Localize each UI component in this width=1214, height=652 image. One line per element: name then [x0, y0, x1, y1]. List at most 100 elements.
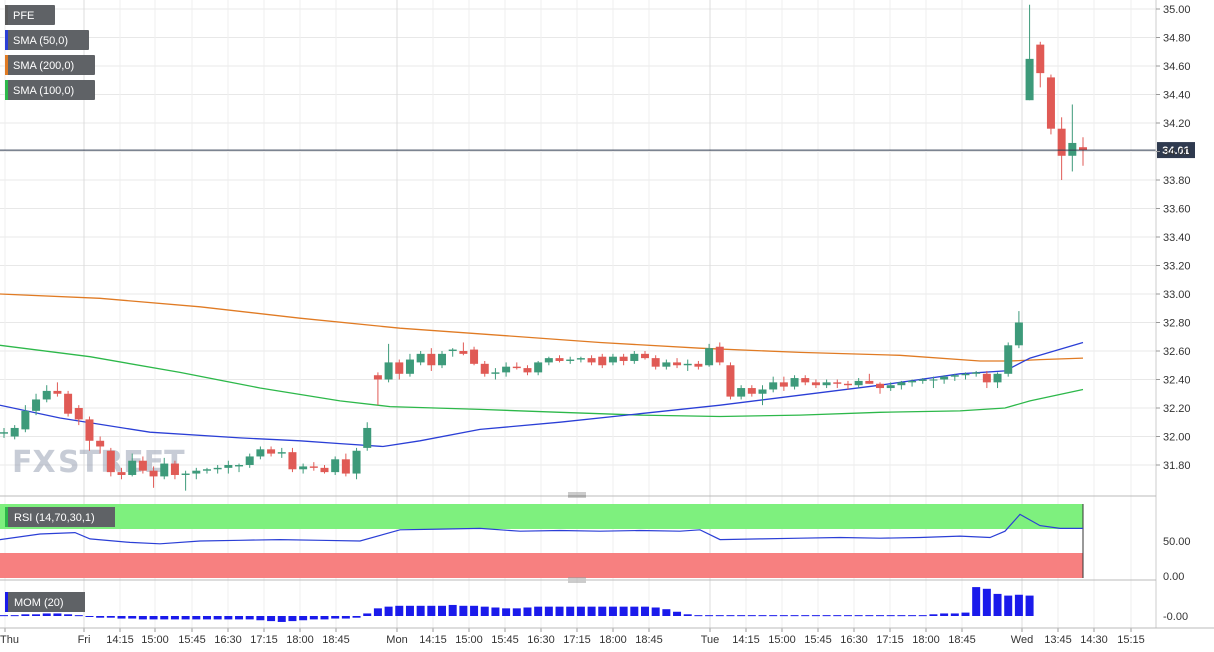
candle-body [117, 472, 126, 475]
candle [961, 372, 970, 380]
legend-badge [5, 55, 95, 75]
candle-body [202, 469, 211, 471]
candle [320, 465, 329, 474]
y-tick-label: 34.40 [1163, 90, 1191, 102]
y-tick-label: 33.80 [1163, 175, 1191, 187]
y-tick-label: 33.60 [1163, 204, 1191, 216]
candle-body [427, 353, 436, 366]
mom-badge-swatch [5, 592, 8, 612]
momentum-bar [608, 606, 617, 616]
candle [470, 346, 479, 366]
candle [608, 353, 617, 366]
momentum-bar [662, 609, 671, 616]
candle-body [790, 378, 799, 387]
candle-body [470, 349, 479, 364]
candle [950, 373, 959, 381]
x-tick-label: 14:30 [1080, 634, 1108, 646]
momentum-bar [961, 612, 970, 616]
momentum-bar [683, 614, 692, 616]
momentum-bar [42, 613, 51, 616]
candle [790, 375, 799, 390]
candle [427, 348, 436, 371]
candle [544, 356, 553, 366]
candle-body [854, 380, 863, 386]
candle-body [1046, 77, 1055, 129]
panel-dividers [0, 492, 1214, 629]
legend-badge [5, 80, 95, 100]
rsi-line [0, 513, 1083, 545]
candle-body [865, 380, 874, 384]
momentum-bar [982, 588, 991, 616]
x-tick-label: 17:15 [250, 634, 278, 646]
candle [833, 379, 842, 389]
candle-body [705, 348, 714, 366]
momentum-bar [267, 616, 276, 622]
candle [1046, 74, 1055, 135]
momentum-bar [53, 613, 62, 616]
candle-body [651, 358, 660, 367]
candle-body [598, 356, 607, 366]
x-tick-label: 18:00 [599, 634, 627, 646]
candle-body [106, 450, 115, 473]
momentum-bar [523, 607, 532, 616]
candle [662, 359, 671, 370]
candle-body [416, 353, 425, 363]
momentum-bar [85, 616, 94, 617]
candle [491, 368, 500, 380]
candle-body [758, 389, 767, 394]
candle-body [256, 449, 265, 457]
candle [1025, 4, 1034, 101]
candle [715, 342, 724, 366]
candle [758, 385, 767, 406]
candle-body [523, 368, 532, 373]
candle-body [85, 419, 94, 441]
candle [341, 453, 350, 477]
candle-body [10, 427, 19, 437]
candle-body [715, 346, 724, 363]
candle [480, 360, 489, 377]
y-tick-label: 31.80 [1163, 460, 1191, 472]
x-tick-label: Tue [701, 634, 720, 646]
momentum-bar [705, 615, 714, 617]
candle [245, 453, 254, 468]
momentum-bar [822, 615, 831, 617]
candle-body [384, 362, 393, 380]
candle [769, 376, 778, 393]
momentum-bar [106, 616, 115, 618]
candle-body [149, 470, 158, 477]
current-price-line: 34.01 [0, 142, 1195, 159]
momentum-bar [32, 614, 41, 616]
candle-body [213, 467, 222, 470]
x-tick-label: 16:30 [840, 634, 868, 646]
candle [213, 465, 222, 474]
candle-body [363, 427, 372, 448]
candle-body [822, 382, 831, 386]
candle [405, 353, 414, 377]
candle-body [331, 459, 340, 473]
momentum-bar [160, 616, 169, 620]
momentum-bar [694, 615, 703, 617]
rsi-oversold-zone [0, 553, 1083, 578]
momentum-bar [256, 616, 265, 621]
momentum-bar [96, 616, 105, 618]
candle [737, 385, 746, 400]
legend-label: SMA (50,0) [13, 35, 68, 47]
candle [21, 405, 30, 433]
momentum-bar [940, 613, 949, 616]
momentum-bar [587, 606, 596, 616]
x-tick-label: 14:15 [106, 634, 134, 646]
candle [1079, 137, 1087, 166]
y-tick-label: 32.00 [1163, 432, 1191, 444]
candle [352, 447, 361, 480]
candle-body [1004, 345, 1013, 374]
candle [619, 353, 628, 366]
y-tick-label: 32.20 [1163, 403, 1191, 415]
x-tick-label: 18:00 [912, 634, 940, 646]
rsi-badge-swatch [5, 507, 8, 527]
momentum-bar [427, 605, 436, 616]
momentum-bar [726, 615, 735, 617]
candle-body [1079, 147, 1087, 151]
momentum-bar [843, 615, 852, 617]
candle-body [53, 390, 62, 394]
